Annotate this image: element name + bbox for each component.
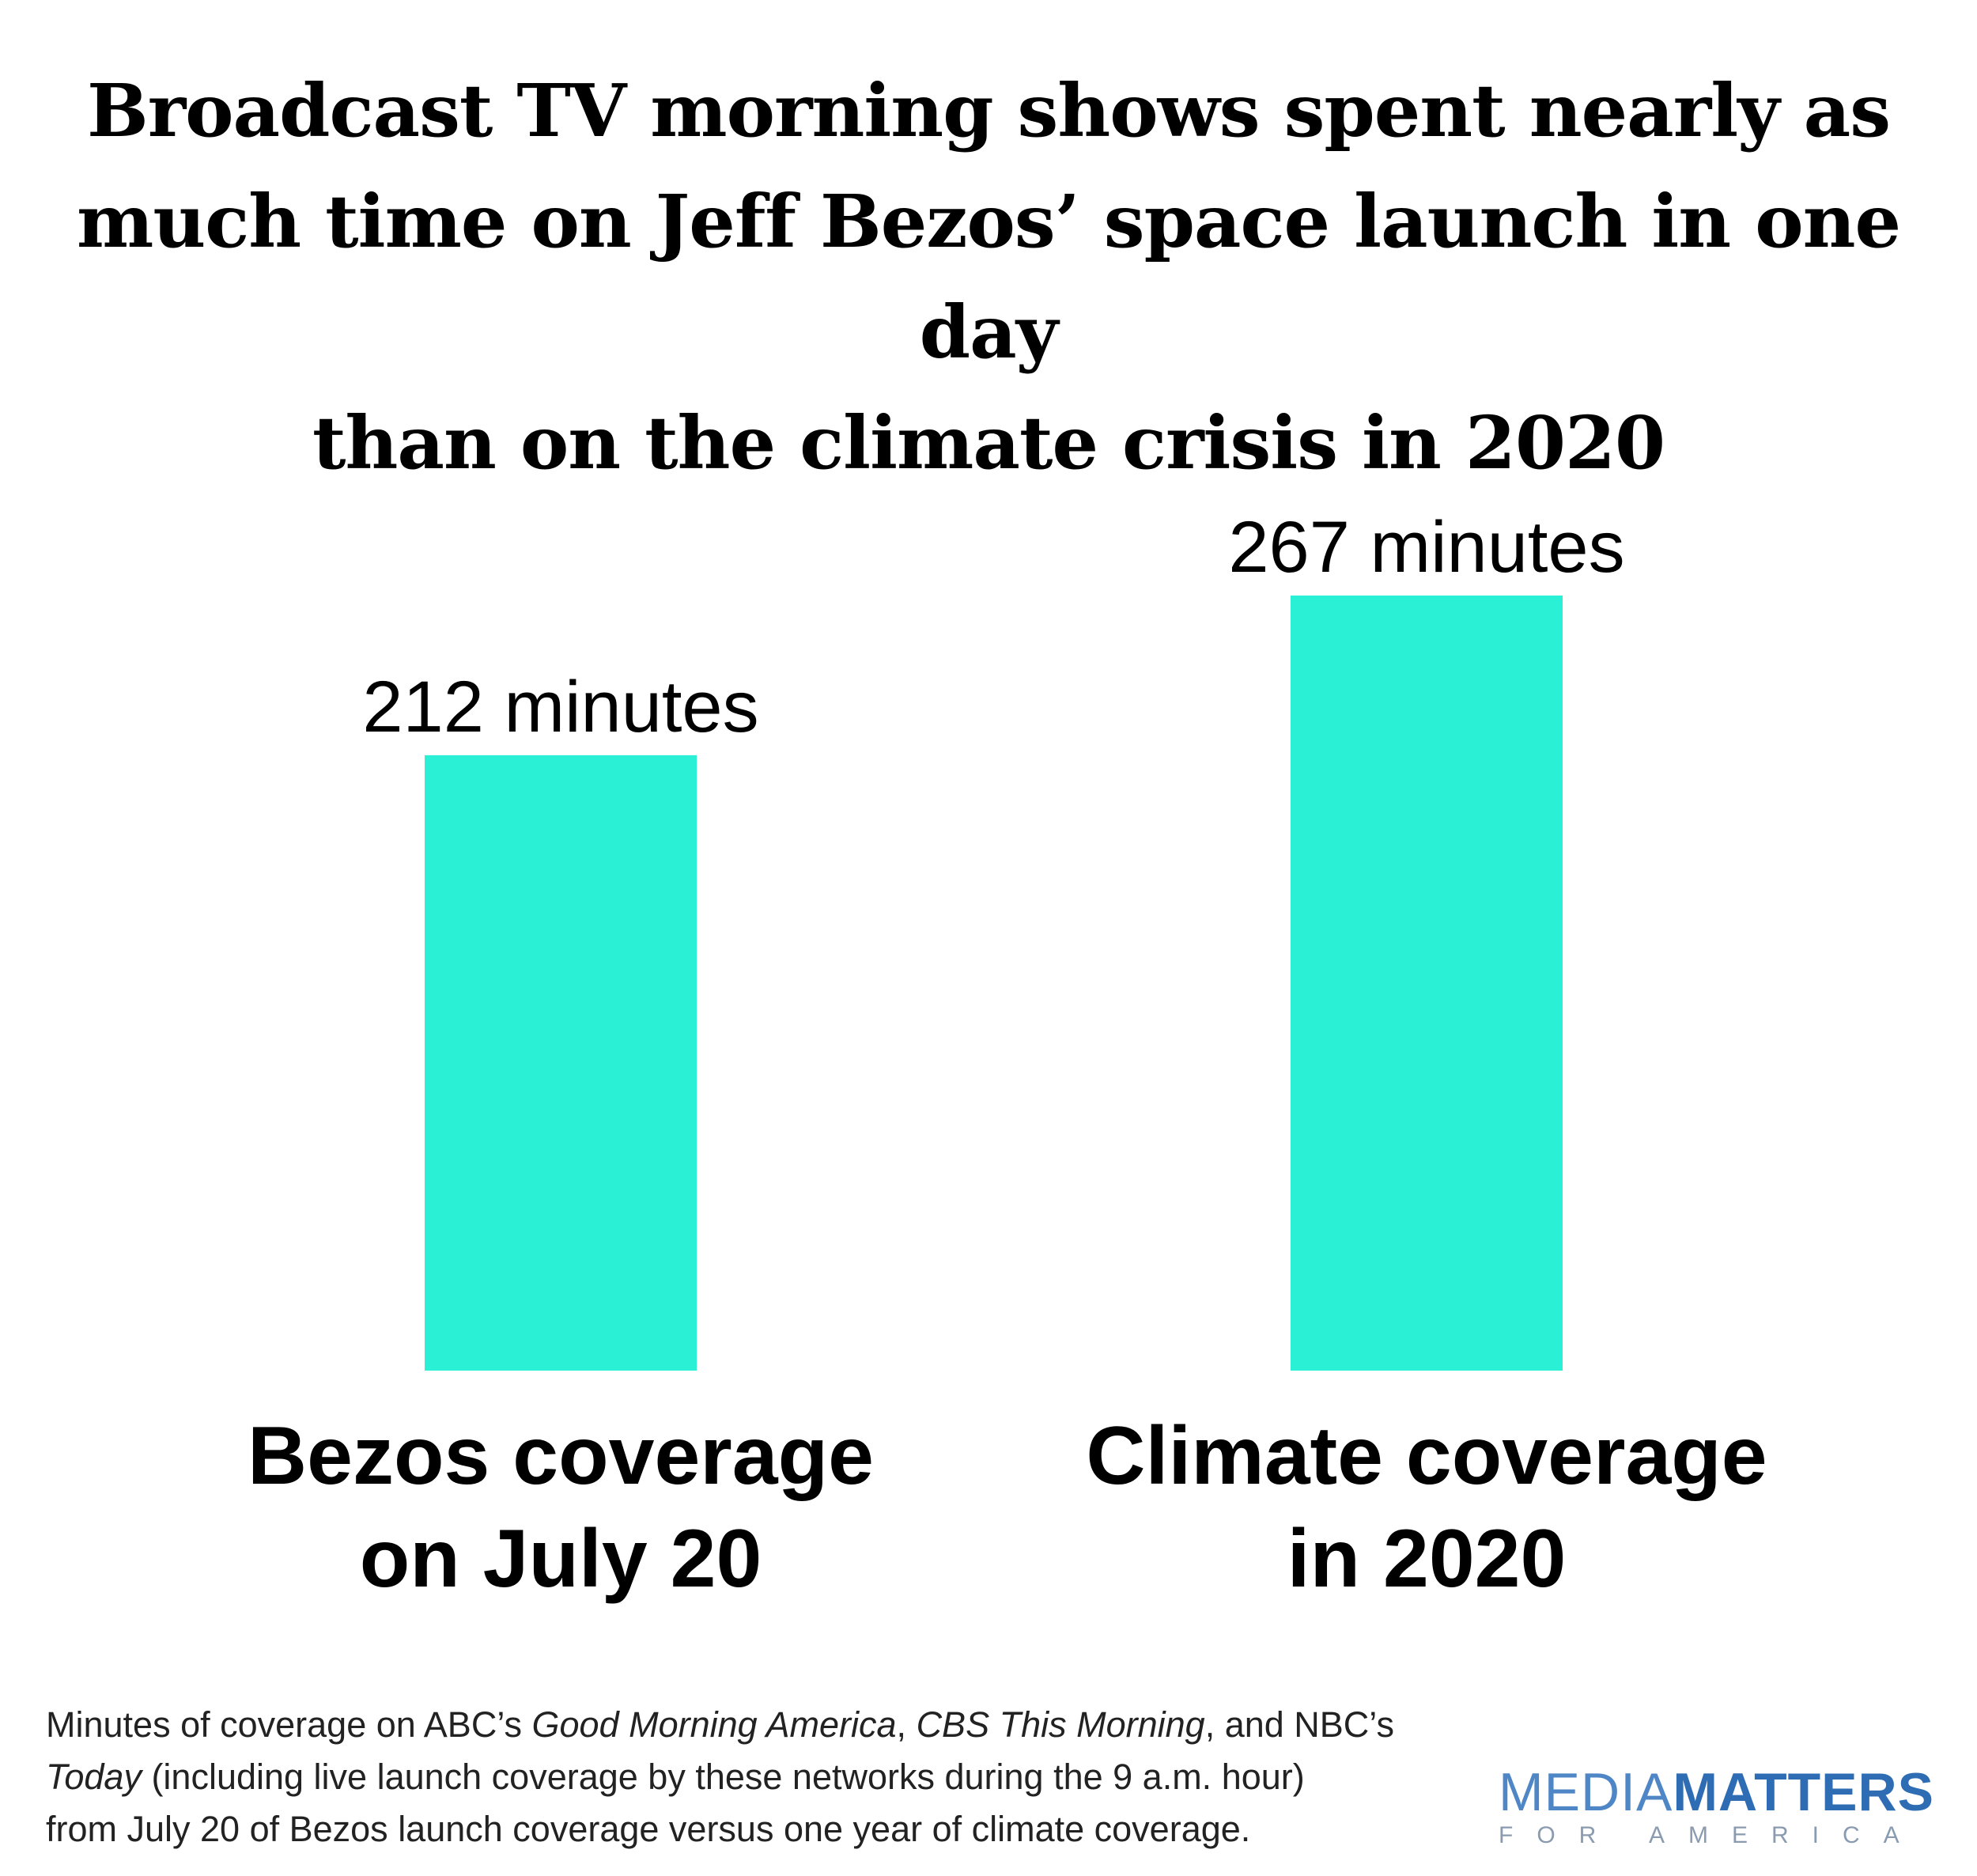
title-line-2: much time on Jeff Bezos’ space launch in…	[76, 179, 1901, 375]
value-label-1: 212 minutes	[362, 667, 758, 747]
title-line-1: Broadcast TV morning shows spent nearly …	[86, 68, 1891, 153]
category-label-2-line-1: Climate coverage	[1086, 1410, 1767, 1502]
footnote: Minutes of coverage on ABC’s Good Mornin…	[46, 1699, 1469, 1855]
logo-matters: MATTERS	[1673, 1762, 1934, 1822]
show-good-morning-america: Good Morning America	[531, 1704, 897, 1745]
bar-1	[425, 755, 697, 1371]
footnote-line-1: Minutes of coverage on ABC’s Good Mornin…	[46, 1704, 1394, 1745]
category-label-1-line-1: Bezos coverage	[248, 1410, 874, 1502]
show-today: Today	[46, 1757, 142, 1797]
footnote-line-2: Today (including live launch coverage by…	[46, 1757, 1305, 1797]
category-label-2-line-2: in 2020	[1287, 1513, 1567, 1605]
bar-2	[1291, 596, 1563, 1371]
show-cbs-this-morning: CBS This Morning	[916, 1704, 1205, 1745]
media-matters-logo: MEDIAMATTERS FOR AMERICA	[1499, 1762, 1934, 1849]
footnote-line-3: from July 20 of Bezos launch coverage ve…	[46, 1809, 1251, 1849]
title-line-3: than on the climate crisis in 2020	[312, 400, 1665, 486]
value-label-2: 267 minutes	[1228, 507, 1624, 588]
logo-wordmark: MEDIAMATTERS	[1499, 1762, 1934, 1822]
category-label-1-line-2: on July 20	[360, 1513, 762, 1605]
chart-title: Broadcast TV morning shows spent nearly …	[0, 55, 1977, 498]
logo-for-america: FOR AMERICA	[1499, 1822, 1923, 1848]
logo-media: MEDIA	[1499, 1762, 1673, 1822]
